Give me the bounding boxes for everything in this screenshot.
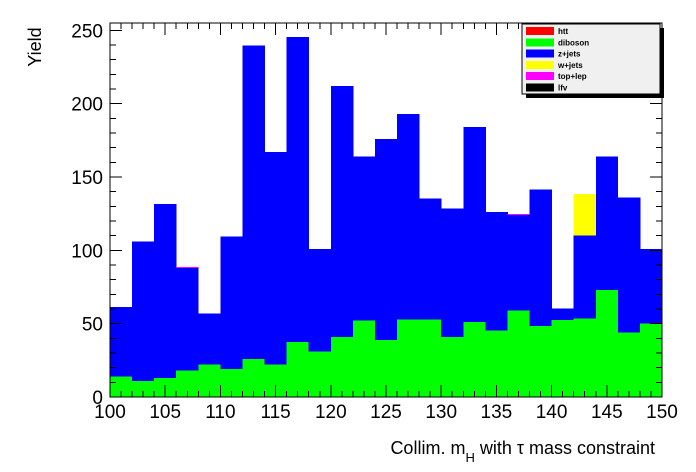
bar-diboson-bin-5 <box>220 369 243 397</box>
bar-diboson-bin-20 <box>551 320 575 397</box>
bar-top-lep-bin-18 <box>507 213 530 216</box>
legend: htt diboson z+jets w+jets top+lep lfv <box>521 23 664 98</box>
bar-diboson-bin-6 <box>242 358 265 397</box>
bar-z-jets-bin-18 <box>507 215 530 311</box>
legend-label-z-jets: z+jets <box>558 50 581 59</box>
bar-z-jets-bin-10 <box>330 86 354 337</box>
x-axis-label-suffix: with τ mass constraint <box>475 438 655 458</box>
bar-z-jets-bin-14 <box>419 198 442 320</box>
bar-z-jets-bin-3 <box>176 267 199 371</box>
y-tick-label-250: 250 <box>71 21 103 42</box>
bar-diboson-bin-4 <box>198 364 221 397</box>
legend-label-htt: htt <box>558 27 569 36</box>
bar-diboson-bin-21 <box>573 318 597 397</box>
bar-z-jets-bin-2 <box>154 204 177 378</box>
bar-diboson-bin-24 <box>639 323 663 397</box>
y-tick-label-0: 0 <box>92 388 103 409</box>
bar-z-jets-bin-16 <box>463 127 486 323</box>
legend-swatch-top-lep <box>526 72 554 81</box>
x-tick-label-100: 100 <box>94 402 126 423</box>
x-tick-label-130: 130 <box>425 402 457 423</box>
bar-diboson-bin-18 <box>507 310 530 397</box>
x-tick-label-150: 150 <box>646 402 678 423</box>
x-axis-label-subscript: H <box>465 450 474 465</box>
bar-diboson-bin-11 <box>352 320 376 397</box>
y-tick-label-150: 150 <box>71 168 103 189</box>
y-tick-label-200: 200 <box>71 95 103 116</box>
x-tick-label-115: 115 <box>260 402 290 423</box>
bar-z-jets-bin-7 <box>264 152 288 365</box>
bar-z-jets-bin-23 <box>617 197 641 333</box>
legend-swatch-z-jets <box>526 49 554 58</box>
bar-z-jets-bin-5 <box>220 236 243 370</box>
x-tick-label-135: 135 <box>481 402 513 423</box>
bar-z-jets-bin-21 <box>573 235 597 319</box>
y-axis-label: Yield <box>25 27 45 66</box>
legend-label-diboson: diboson <box>558 38 589 47</box>
legend-swatch-w-jets <box>526 60 554 69</box>
bar-diboson-bin-7 <box>264 364 288 397</box>
bar-diboson-bin-10 <box>330 336 354 397</box>
legend-box <box>521 23 661 95</box>
bar-z-jets-bin-1 <box>132 241 155 381</box>
x-tick-label-120: 120 <box>315 402 347 423</box>
bar-z-jets-bin-9 <box>308 248 332 352</box>
bar-diboson-bin-8 <box>286 342 310 397</box>
x-axis-label-prefix: Collim. m <box>390 438 465 458</box>
legend-swatch-diboson <box>526 38 554 47</box>
bar-z-jets-bin-24 <box>639 248 663 324</box>
bar-z-jets-bin-19 <box>529 189 552 326</box>
bar-z-jets-bin-17 <box>485 212 508 331</box>
bar-z-jets-bin-15 <box>441 208 464 337</box>
legend-swatch-lfv <box>526 83 554 92</box>
x-tick-label-110: 110 <box>205 402 235 423</box>
bar-diboson-bin-23 <box>617 332 641 397</box>
bar-z-jets-bin-0 <box>110 306 133 377</box>
bar-diboson-bin-16 <box>463 322 486 397</box>
y-tick-label-50: 50 <box>82 315 103 336</box>
legend-label-w-jets: w+jets <box>557 61 583 70</box>
x-tick-label-105: 105 <box>149 402 181 423</box>
bar-z-jets-bin-13 <box>397 113 420 320</box>
bar-z-jets-bin-4 <box>198 313 221 365</box>
y-tick-label-100: 100 <box>71 241 103 262</box>
tick-labels: 100 105 110 115 120 125 130 135 140 145 150 0 50 100 1… <box>71 21 678 423</box>
bar-z-jets-bin-22 <box>595 156 619 290</box>
bar-diboson-bin-17 <box>485 330 508 397</box>
legend-swatch-htt <box>526 27 554 35</box>
legend-label-lfv: lfv <box>558 84 568 93</box>
bar-z-jets-bin-11 <box>352 156 376 321</box>
bar-z-jets-bin-20 <box>551 308 575 320</box>
bar-diboson-bin-15 <box>441 336 464 397</box>
bar-diboson-bin-0 <box>110 376 133 397</box>
bar-diboson-bin-12 <box>374 339 398 397</box>
bar-diboson-bin-3 <box>176 370 199 397</box>
bar-diboson-bin-19 <box>529 325 552 397</box>
legend-label-top-lep: top+lep <box>558 72 587 81</box>
histogram-bars <box>110 36 663 397</box>
x-tick-label-140: 140 <box>536 402 568 423</box>
bar-z-jets-bin-12 <box>374 138 398 340</box>
x-axis-label: Collim. mH with τ mass constraint <box>390 438 655 465</box>
bar-diboson-bin-14 <box>419 319 442 397</box>
bar-top-lep-bin-3 <box>176 266 199 268</box>
x-tick-label-145: 145 <box>591 402 623 423</box>
x-tick-label-125: 125 <box>370 402 402 423</box>
bar-z-jets-bin-6 <box>242 45 265 359</box>
bar-diboson-bin-9 <box>308 351 332 397</box>
bar-z-jets-bin-8 <box>286 36 310 342</box>
bar-w-jets-bin-21 <box>573 193 597 236</box>
bar-diboson-bin-1 <box>132 380 155 397</box>
bar-diboson-bin-22 <box>595 289 619 397</box>
bar-diboson-bin-13 <box>397 319 420 397</box>
